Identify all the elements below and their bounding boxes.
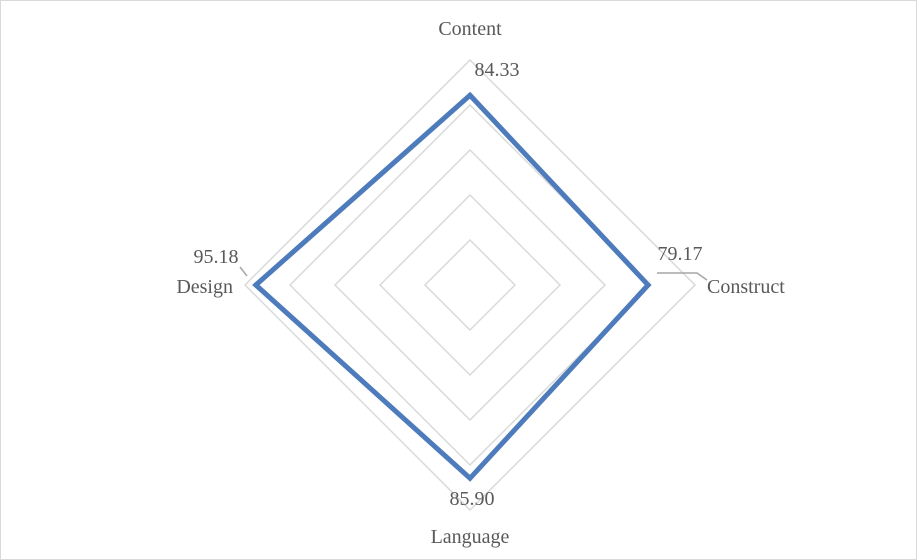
axis-label-content: Content bbox=[438, 18, 502, 40]
data-point-design bbox=[253, 282, 259, 288]
radar-series bbox=[252, 91, 652, 482]
grid-ring-4 bbox=[288, 103, 652, 467]
leader-line-design bbox=[239, 266, 248, 277]
axis-labels: Content Construct Language Design bbox=[176, 18, 785, 548]
data-label-construct: 79.17 bbox=[658, 243, 703, 265]
data-label-language: 85.90 bbox=[450, 488, 495, 510]
grid-ring-5 bbox=[243, 58, 697, 512]
data-labels: 84.33 79.17 85.90 95.18 bbox=[194, 59, 703, 510]
grid-ring-3 bbox=[333, 148, 607, 422]
grid-ring-1 bbox=[423, 238, 517, 332]
data-point-content bbox=[467, 92, 473, 98]
data-point-language bbox=[467, 475, 473, 481]
label-leader-lines bbox=[239, 266, 708, 281]
series-line-1 bbox=[252, 91, 652, 482]
data-point-construct bbox=[645, 282, 651, 288]
data-label-design: 95.18 bbox=[194, 246, 239, 268]
data-label-content: 84.33 bbox=[475, 59, 520, 81]
axis-label-design: Design bbox=[176, 276, 233, 298]
radar-grid bbox=[243, 58, 697, 512]
leader-line-construct bbox=[657, 272, 708, 281]
axis-label-language: Language bbox=[431, 526, 510, 548]
grid-ring-2 bbox=[378, 193, 562, 377]
axis-label-construct: Construct bbox=[707, 276, 785, 298]
